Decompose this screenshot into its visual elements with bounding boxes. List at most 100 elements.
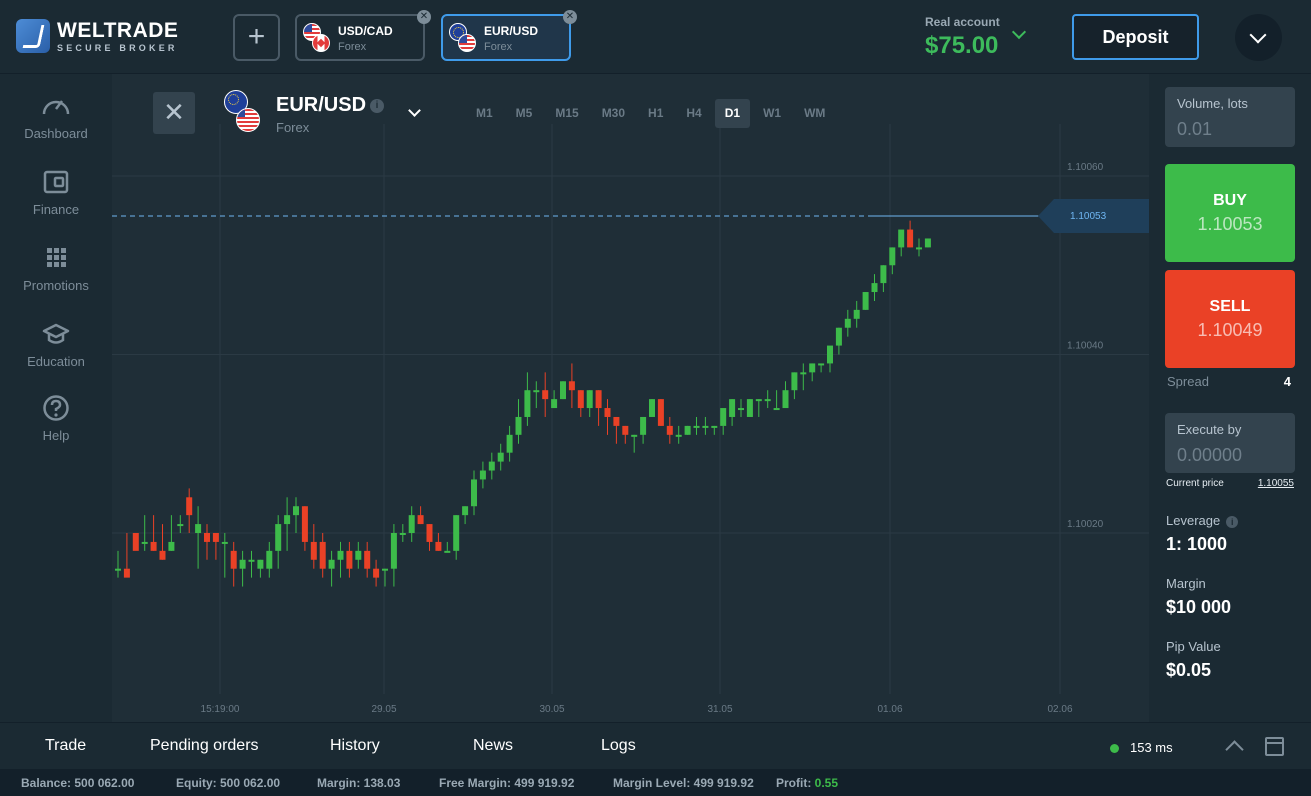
tab-history[interactable]: History <box>330 737 380 754</box>
candle-up <box>560 381 566 400</box>
candle-up <box>862 292 869 310</box>
timeframe-selector: M1 M5 M15 M30 H1 H4 D1 W1 WM <box>466 99 838 128</box>
timeframe-h1[interactable]: H1 <box>648 106 664 120</box>
chart-area[interactable]: 1.10060 1.10040 1.10020 15:19:00 29.05 30.05 3… <box>112 74 1149 722</box>
brand-name: WELTRADE <box>57 18 179 42</box>
candle-up <box>355 550 362 560</box>
sidebar-item-label: Promotions <box>23 278 89 293</box>
symbol-tab-eurusd[interactable]: EUR/USD Forex ✕ <box>441 10 577 61</box>
candle-down <box>373 568 380 578</box>
window-icon[interactable] <box>1265 737 1284 756</box>
sidebar-item-promotions[interactable]: Promotions <box>0 244 112 293</box>
timeframe-m15[interactable]: M15 <box>555 106 579 120</box>
leverage-label: Leverage <box>1166 513 1221 528</box>
candle-down <box>604 408 611 417</box>
candle-up <box>782 390 789 409</box>
execute-by-input[interactable]: Execute by 0.00000 <box>1165 413 1295 473</box>
account-type: Real account <box>925 15 1000 29</box>
info-icon[interactable]: i <box>1226 515 1239 528</box>
candle-down <box>657 399 664 426</box>
graduation-cap-icon <box>41 320 71 348</box>
price-axis-label: 1.10020 <box>1067 519 1104 530</box>
chart-symbol-category: Forex <box>276 120 310 135</box>
sidebar-item-finance[interactable]: Finance <box>0 168 112 217</box>
status-margin-level: Margin Level: 499 919.92 <box>613 776 754 790</box>
profile-menu-button[interactable] <box>1235 14 1282 61</box>
candle-up <box>827 345 833 364</box>
brand-logo[interactable]: WELTRADE SECURE BROKER <box>16 19 178 53</box>
pip-value-value: $0.05 <box>1166 660 1212 680</box>
volume-value: 0.01 <box>1177 119 1213 139</box>
candle-up <box>239 559 246 569</box>
close-tab-icon[interactable]: ✕ <box>417 10 431 24</box>
candle-up <box>684 425 691 435</box>
chevron-down-icon[interactable] <box>1011 24 1027 40</box>
candle-up <box>328 559 335 569</box>
spread-value: 4 <box>1283 374 1291 389</box>
sell-button[interactable]: SELL 1.10049 <box>1165 270 1295 368</box>
timeframe-w1[interactable]: W1 <box>763 106 782 120</box>
candle-up <box>746 399 753 417</box>
timeframe-h4[interactable]: H4 <box>686 106 702 120</box>
price-chart[interactable]: 1.10060 1.10040 1.10020 15:19:00 29.05 30.05 3… <box>112 74 1149 722</box>
tab-trade[interactable]: Trade <box>45 737 87 754</box>
candle-up <box>586 390 593 409</box>
candle-up <box>266 550 273 569</box>
candle-down <box>186 497 193 516</box>
candle-up <box>755 399 762 402</box>
current-price-value[interactable]: 1.10055 <box>1257 478 1294 489</box>
sell-label: SELL <box>1209 298 1251 315</box>
candle-up <box>880 265 887 284</box>
candle-up <box>293 506 299 516</box>
time-axis-label: 31.05 <box>707 704 732 715</box>
chart-symbol-name[interactable]: EUR/USD i <box>276 94 385 117</box>
candle-up <box>729 399 736 417</box>
status-profit: Profit: 0.55 <box>776 776 838 790</box>
candle-down <box>310 541 317 560</box>
candle-up <box>479 470 486 480</box>
current-price-row: Current price 1.10055 <box>1166 478 1294 489</box>
candle-down <box>159 550 166 560</box>
timeframe-wm[interactable]: WM <box>804 106 826 120</box>
margin-label: Margin <box>1166 576 1206 591</box>
buy-price: 1.10053 <box>1197 214 1263 234</box>
candle-up <box>497 452 504 462</box>
candle-down <box>426 524 433 542</box>
candle-up <box>631 434 638 437</box>
volume-input[interactable]: Volume, lots 0.01 <box>1165 87 1295 147</box>
sidebar-item-dashboard[interactable]: Dashboard <box>0 92 112 141</box>
time-axis-label: 30.05 <box>539 704 564 715</box>
sidebar-item-education[interactable]: Education <box>0 320 112 369</box>
timeframe-d1[interactable]: D1 <box>714 99 751 128</box>
candle-up <box>844 318 851 328</box>
close-tab-icon[interactable]: ✕ <box>563 10 577 24</box>
symbol-tab-usdcad[interactable]: USD/CAD Forex ✕ <box>295 10 431 61</box>
candle-up <box>702 425 709 428</box>
timeframe-m5[interactable]: M5 <box>515 106 533 120</box>
tab-news[interactable]: News <box>473 737 514 754</box>
close-chart-button[interactable]: ✕ <box>153 92 195 134</box>
buy-button[interactable]: BUY 1.10053 <box>1165 164 1295 262</box>
add-symbol-button[interactable]: + <box>233 14 280 61</box>
margin-stat: Margin $10 000 <box>1166 576 1231 618</box>
account-selector[interactable]: Real account $75.00 <box>925 15 1000 60</box>
candle-up <box>399 533 406 535</box>
candle-up <box>818 363 825 366</box>
candle-up <box>168 541 175 551</box>
candle-down <box>204 533 210 542</box>
deposit-button[interactable]: Deposit <box>1072 14 1199 60</box>
tab-logs[interactable]: Logs <box>601 737 636 754</box>
info-icon[interactable]: i <box>370 98 385 113</box>
candle-up <box>141 541 148 544</box>
timeframe-m30[interactable]: M30 <box>601 106 626 120</box>
chevron-up-icon[interactable] <box>1225 740 1244 759</box>
tab-pending-orders[interactable]: Pending orders <box>150 737 259 754</box>
sidebar-item-help[interactable]: Help <box>0 394 112 443</box>
candle-up <box>809 363 816 373</box>
wallet-icon <box>41 168 71 196</box>
pip-value-label: Pip Value <box>1166 639 1221 654</box>
candle-down <box>417 515 424 525</box>
execute-by-value: 0.00000 <box>1177 445 1243 465</box>
execute-by-label: Execute by <box>1177 422 1242 437</box>
timeframe-m1[interactable]: M1 <box>476 106 493 120</box>
